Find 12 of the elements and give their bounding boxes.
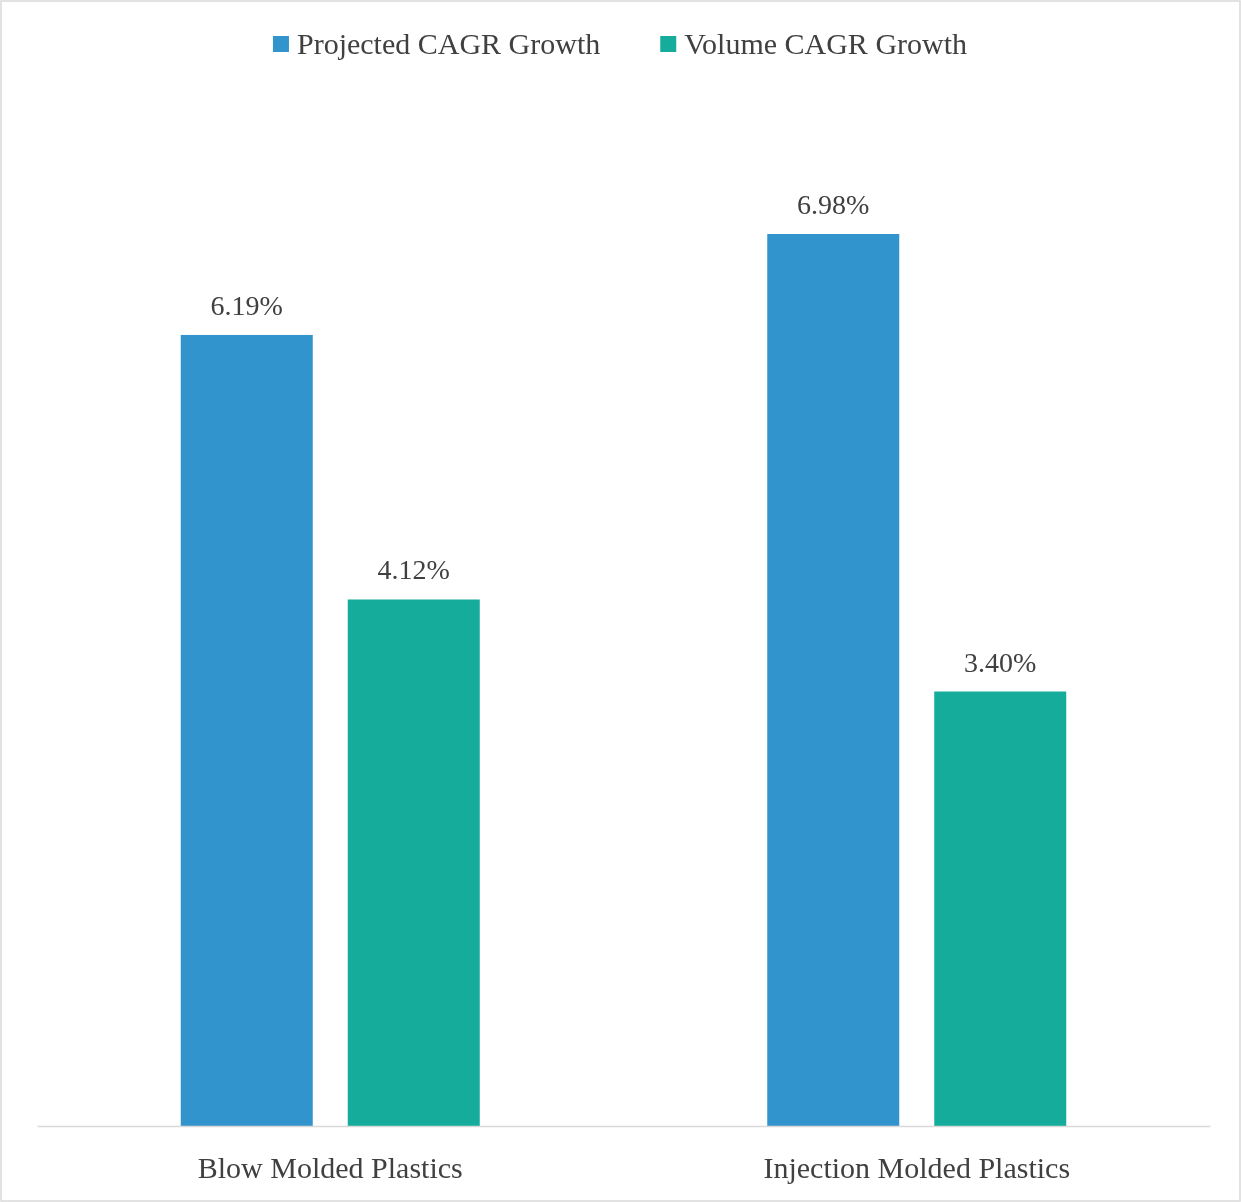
x-tick-label: Injection Molded Plastics [763,1151,1071,1184]
data-label: 4.12% [377,554,450,586]
data-label: 3.40% [964,646,1037,678]
legend-label: Volume CAGR Growth [684,27,968,60]
bar [347,599,480,1126]
bar [767,234,900,1126]
bar [180,334,313,1126]
x-tick-label: Blow Molded Plastics [197,1151,463,1184]
data-label: 6.98% [797,189,870,220]
data-label: 6.19% [210,289,283,321]
legend-label: Projected CAGR Growth [296,27,601,60]
bar [934,691,1067,1126]
